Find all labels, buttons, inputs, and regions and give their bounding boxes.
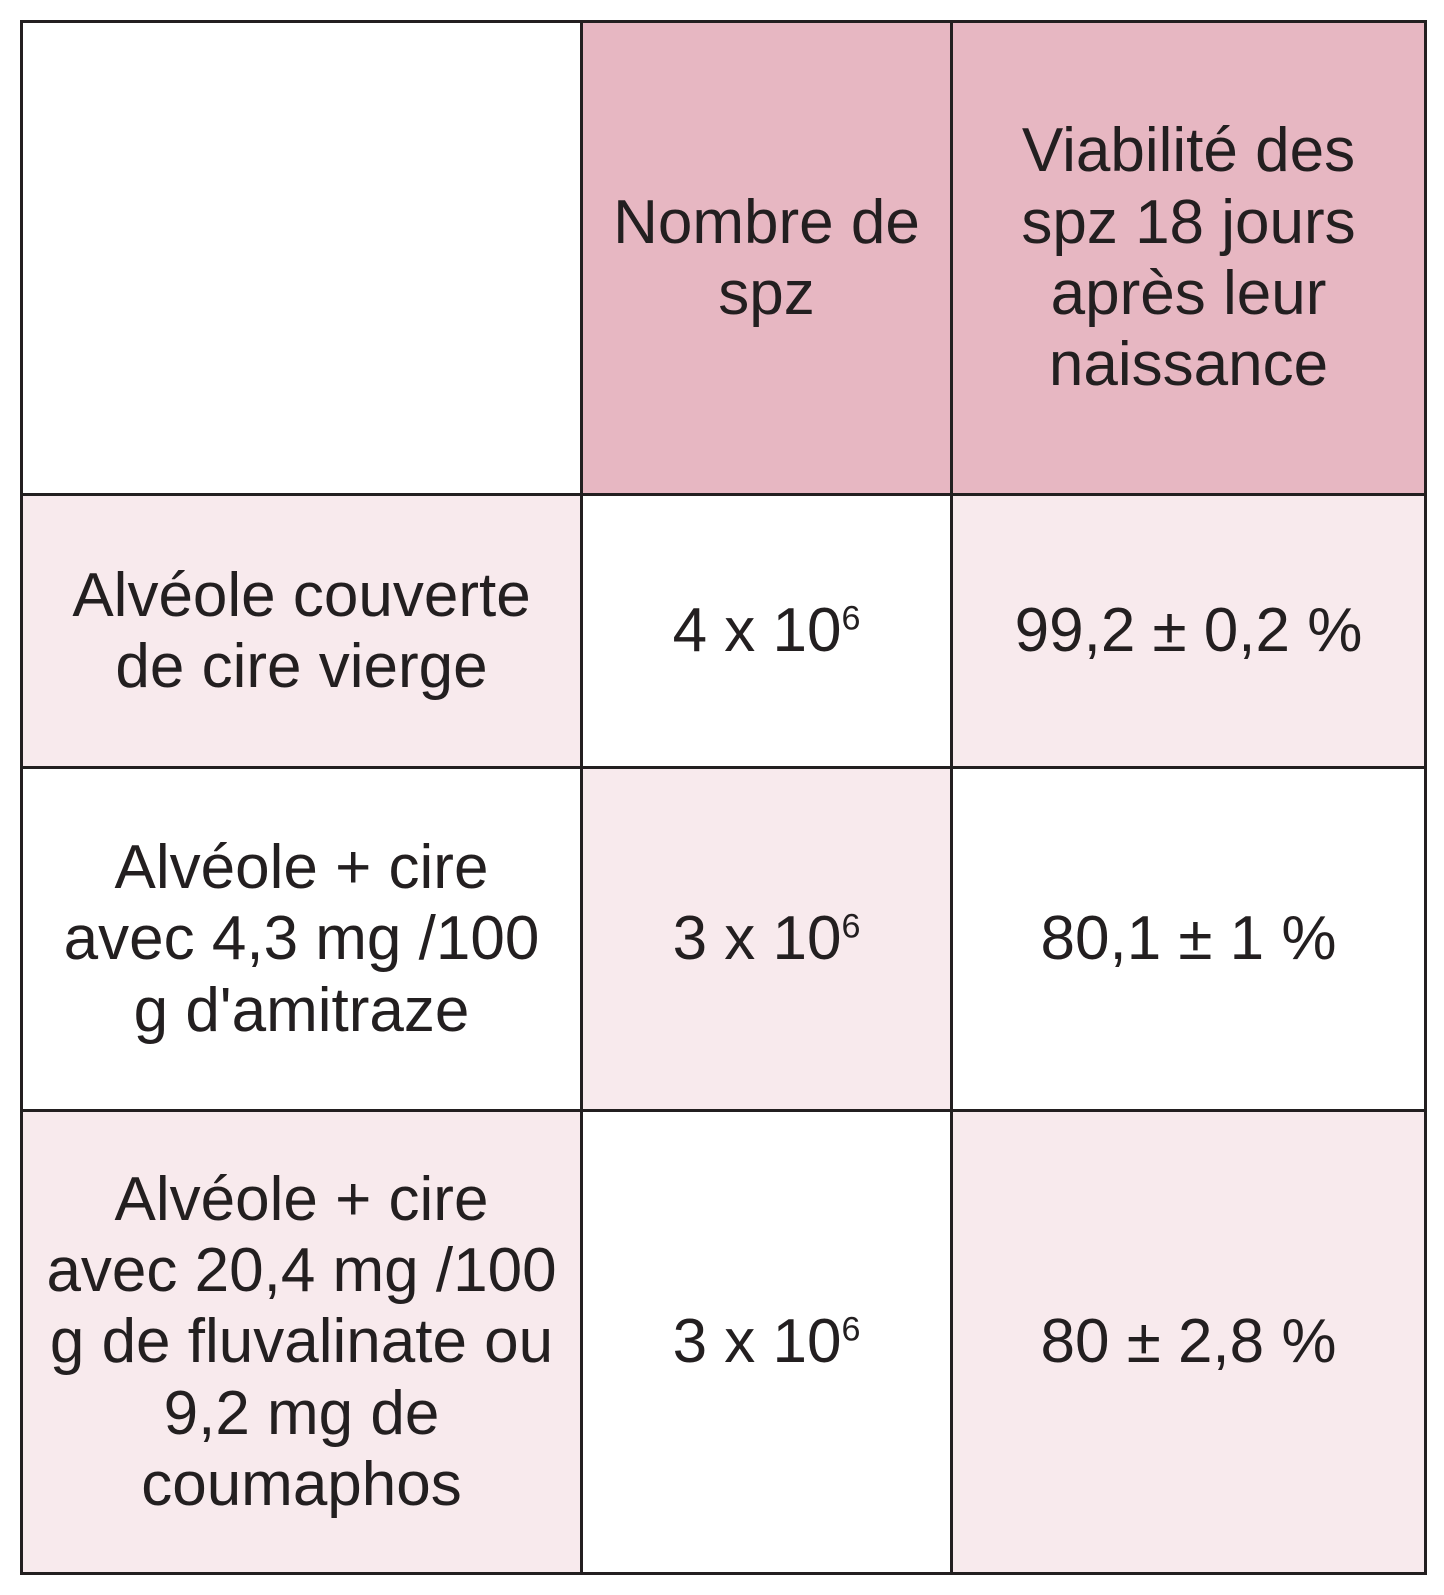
nombre-exp: 6 bbox=[841, 1311, 860, 1349]
nombre-base: 3 x 10 bbox=[673, 1307, 842, 1376]
table-row: Alvéole + cire avec 20,4 mg /100 g de fl… bbox=[22, 1111, 1426, 1574]
table-row: Alvéole couverte de cire vierge 4 x 106 … bbox=[22, 495, 1426, 768]
header-nombre: Nombre de spz bbox=[582, 22, 952, 495]
nombre-base: 3 x 10 bbox=[673, 904, 842, 973]
row-nombre: 3 x 106 bbox=[582, 768, 952, 1111]
nombre-base: 4 x 10 bbox=[673, 596, 842, 665]
row-nombre: 4 x 106 bbox=[582, 495, 952, 768]
row-viabilite: 80,1 ± 1 % bbox=[952, 768, 1426, 1111]
row-label: Alvéole couverte de cire vierge bbox=[22, 495, 582, 768]
table-row: Alvéole + cire avec 4,3 mg /100 g d'amit… bbox=[22, 768, 1426, 1111]
row-label: Alvéole + cire avec 4,3 mg /100 g d'amit… bbox=[22, 768, 582, 1111]
spz-table: Nombre de spz Viabilité des spz 18 jours… bbox=[20, 20, 1427, 1575]
nombre-exp: 6 bbox=[841, 600, 860, 638]
row-viabilite: 80 ± 2,8 % bbox=[952, 1111, 1426, 1574]
table-header-row: Nombre de spz Viabilité des spz 18 jours… bbox=[22, 22, 1426, 495]
row-nombre: 3 x 106 bbox=[582, 1111, 952, 1574]
header-viabilite: Viabilité des spz 18 jours après leur na… bbox=[952, 22, 1426, 495]
header-empty bbox=[22, 22, 582, 495]
row-label: Alvéole + cire avec 20,4 mg /100 g de fl… bbox=[22, 1111, 582, 1574]
nombre-exp: 6 bbox=[841, 908, 860, 946]
row-viabilite: 99,2 ± 0,2 % bbox=[952, 495, 1426, 768]
